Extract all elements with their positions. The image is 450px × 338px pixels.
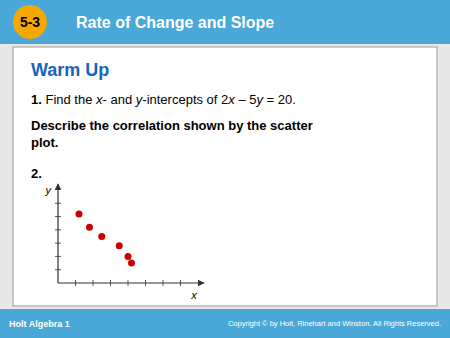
x-tick: [110, 280, 111, 286]
scatter-chart: xy: [45, 184, 205, 301]
points: [76, 210, 136, 266]
footer-left: Holt Algebra 1: [9, 319, 70, 329]
problem-1-part: = 20.: [263, 92, 296, 107]
header-title: Rate of Change and Slope: [76, 14, 274, 31]
header-section: 5-3: [20, 14, 40, 30]
x-tick: [180, 280, 181, 286]
problem-1-part: - and: [103, 92, 136, 107]
x-axis-line: [58, 282, 204, 283]
x-tick: [93, 280, 94, 286]
header-bar: [0, 0, 450, 44]
footer-bar: [0, 309, 450, 338]
y-axis-line: [57, 184, 58, 283]
point: [125, 253, 132, 260]
problem-1-part: 1.: [31, 92, 42, 107]
slide: 5-3 Rate of Change and Slope Holt Algebra …: [0, 0, 450, 338]
y-tick: [55, 256, 61, 257]
y-tick: [55, 203, 61, 204]
y-tick: [55, 229, 61, 230]
point: [98, 233, 105, 240]
footer-right: Copyright © by Holt, Rinehart and Winsto…: [228, 319, 441, 328]
problem-1-part: – 5: [235, 92, 257, 107]
point: [86, 224, 93, 231]
y-tick: [55, 216, 61, 217]
x-tick: [128, 280, 129, 286]
x-tick: [145, 280, 146, 286]
x-axis-label: x: [190, 289, 197, 301]
heading: Warm Up: [31, 60, 109, 80]
problem-1-part: Find the: [42, 92, 96, 107]
point: [116, 242, 123, 249]
section-badge: [13, 5, 47, 39]
problem-2-text: Describe the correlation shown by the sc…: [31, 118, 313, 150]
problem-2-line: plot.: [31, 135, 58, 150]
y-axis-label: y: [45, 184, 53, 196]
problem-1: 1. Find the x- and y-intercepts of 2x – …: [31, 92, 296, 107]
background: [0, 0, 450, 338]
point: [128, 260, 135, 267]
content-box: [13, 47, 437, 306]
y-tick: [55, 243, 61, 244]
problem-1-part: -intercepts of 2: [142, 92, 228, 107]
y-tick: [55, 269, 61, 270]
problem-2-label: 2.: [31, 166, 42, 181]
x-tick: [163, 280, 164, 286]
point: [76, 210, 83, 217]
problem-2-line: Describe the correlation shown by the sc…: [31, 118, 313, 133]
x-tick: [75, 280, 76, 286]
